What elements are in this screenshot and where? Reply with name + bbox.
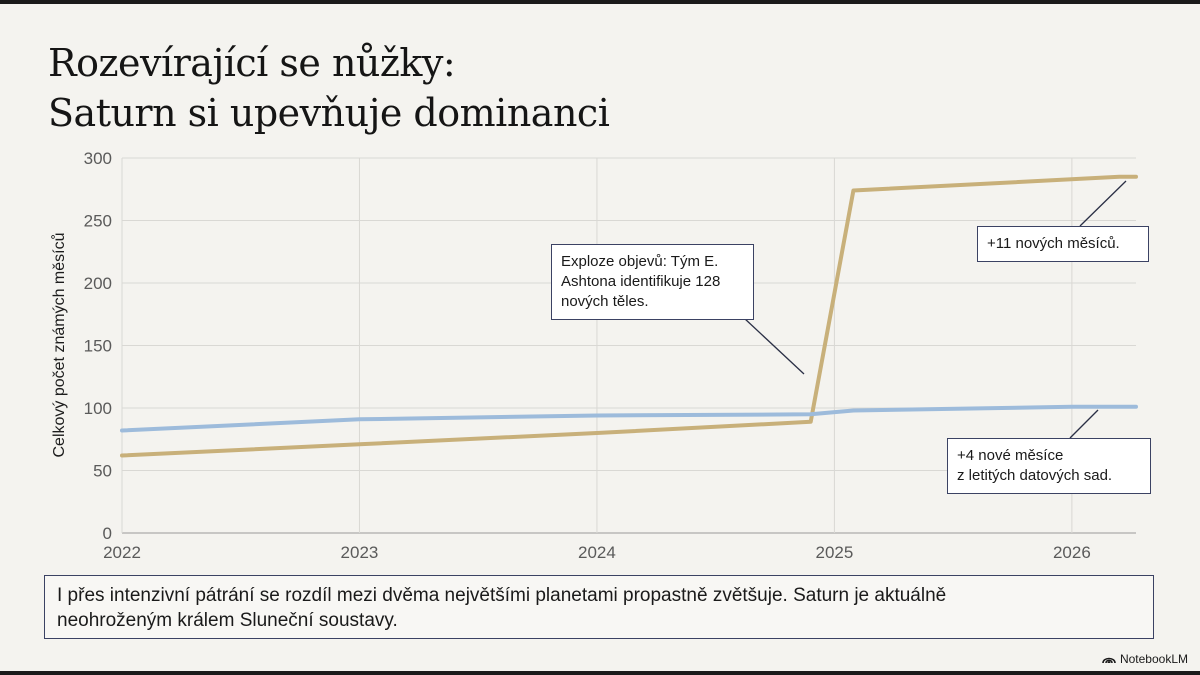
x-axis-ticks: 2022 2023 2024 2025 2026: [103, 543, 1091, 562]
y-tick-label-300: 300: [84, 149, 112, 168]
top-border: [0, 0, 1200, 4]
x-tick-label-2026: 2026: [1053, 543, 1091, 562]
leader-explosion: [743, 317, 805, 375]
annotation-plus4: +4 nové měsíce z letitých datových sad.: [947, 438, 1151, 494]
annotation-plus11: +11 nových měsíců.: [977, 226, 1149, 262]
bottom-border: [0, 671, 1200, 675]
summary-line-2: neohroženým králem Sluneční soustavy.: [57, 610, 398, 631]
annotation-explosion-line-3: nových těles.: [561, 293, 649, 310]
annotation-plus11-line-1: +11 nových měsíců.: [987, 235, 1120, 252]
annotation-explosion-line-2: Ashtona identifikuje 128: [561, 273, 721, 290]
y-tick-label-200: 200: [84, 274, 112, 293]
leader-plus11: [1079, 180, 1127, 227]
brand-badge: NotebookLM: [1102, 652, 1188, 666]
chart-title: Rozevírající se nůžky: Saturn si upevňuj…: [48, 38, 610, 138]
y-tick-label-100: 100: [84, 399, 112, 418]
series-line-jupiter: [120, 404, 1138, 433]
annotation-leader-lines: [743, 180, 1127, 439]
series-line-saturn: [120, 174, 1138, 458]
notebooklm-logo-icon: [1102, 657, 1116, 664]
x-tick-label-2024: 2024: [578, 543, 616, 562]
grid-lines: [121, 157, 1136, 534]
brand-label: NotebookLM: [1119, 652, 1188, 666]
x-tick-label-2023: 2023: [341, 543, 379, 562]
chart-title-line-1: Rozevírající se nůžky:: [48, 41, 456, 85]
chart-title-line-2: Saturn si upevňuje dominanci: [48, 91, 610, 135]
y-tick-label-250: 250: [84, 212, 112, 231]
y-tick-label-0: 0: [103, 524, 112, 543]
x-tick-label-2022: 2022: [103, 543, 141, 562]
y-axis-title: Celkový počet známých měsíců: [51, 232, 68, 458]
leader-plus4: [1069, 409, 1099, 439]
series-lines: [120, 174, 1138, 458]
y-tick-label-50: 50: [93, 462, 112, 481]
summary-box: I přes intenzivní pátrání se rozdíl mezi…: [44, 575, 1154, 639]
annotation-explosion: Exploze objevů: Tým E. Ashtona identifik…: [551, 244, 754, 320]
annotation-plus4-line-2: z letitých datových sad.: [957, 467, 1113, 484]
y-tick-label-150: 150: [84, 337, 112, 356]
summary-line-1: I přes intenzivní pátrání se rozdíl mezi…: [57, 585, 947, 606]
y-axis-ticks: 0 50 100 150 200 250 300: [84, 149, 112, 543]
annotation-explosion-line-1: Exploze objevů: Tým E.: [561, 253, 719, 270]
annotation-plus4-line-1: +4 nové měsíce: [957, 447, 1064, 464]
x-tick-label-2025: 2025: [815, 543, 853, 562]
